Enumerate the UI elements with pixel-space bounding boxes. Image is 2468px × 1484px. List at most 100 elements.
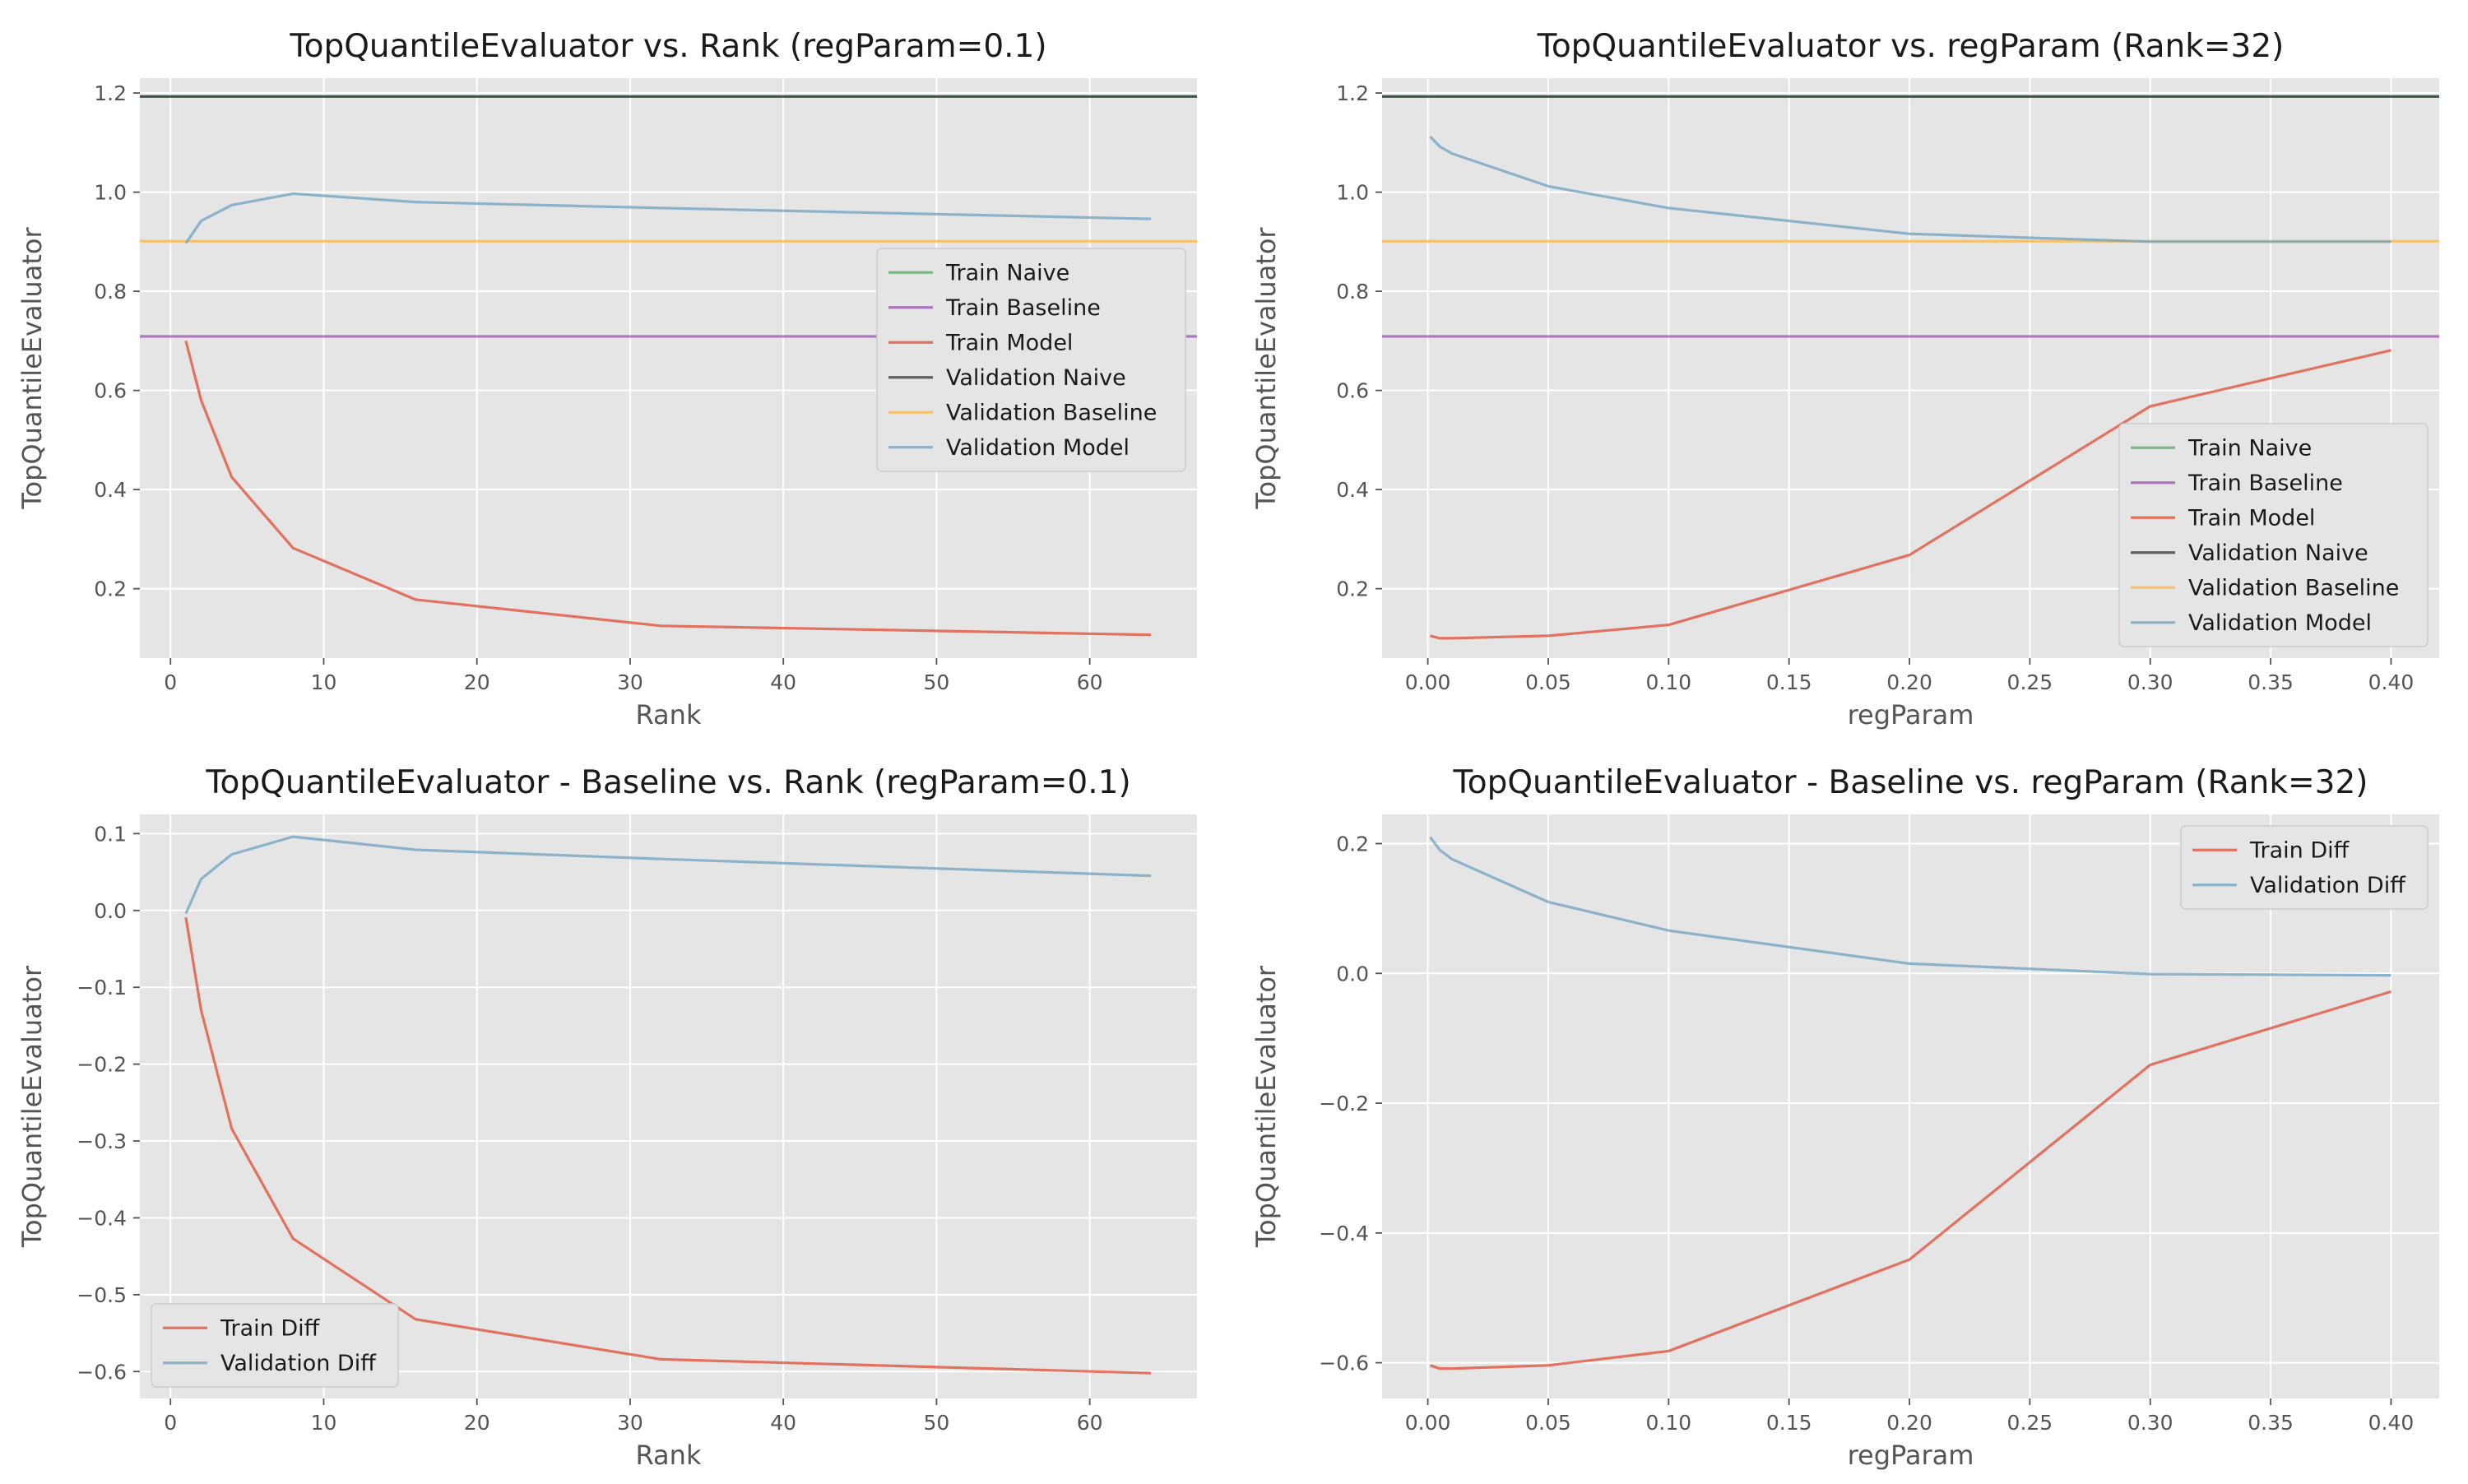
series-line-validation-diff: [1429, 836, 2391, 977]
legend-entry: Validation Baseline: [2188, 575, 2399, 601]
series-line-train-diff: [184, 916, 1152, 1375]
x-tick-label: 0.25: [2007, 1411, 2053, 1435]
legend-box: [151, 1303, 399, 1388]
legend-entry: Validation Naive: [2188, 540, 2368, 566]
y-tick-label: 0.2: [1336, 832, 1369, 856]
y-tick-label: 0.4: [1336, 478, 1369, 502]
y-tick-label: −0.5: [77, 1283, 127, 1307]
legend-entry: Train Naive: [945, 260, 1069, 285]
x-tick-label: 40: [770, 1411, 796, 1435]
x-tick-label: 0.30: [2127, 1411, 2173, 1435]
x-tick-label: 0.15: [1766, 1411, 1812, 1435]
x-tick-label: 60: [1077, 1411, 1103, 1435]
x-tick-label: 0.05: [1525, 1411, 1571, 1435]
x-tick-label: 10: [311, 1411, 337, 1435]
y-tick-label: 0.0: [94, 899, 127, 923]
x-axis-label: regParam: [1848, 699, 1974, 730]
y-tick-label: 1.2: [94, 81, 127, 105]
legend-entry: Train Model: [2187, 505, 2315, 531]
legend-entry: Validation Baseline: [946, 400, 1157, 425]
legend: Train Diff Validation Diff: [151, 1303, 399, 1388]
y-tick-label: −0.2: [77, 1053, 127, 1077]
x-tick-label: 30: [617, 1411, 643, 1435]
chart-panel-2: 0.00 0.05 0.10 0.15 0.20 0.25 0.30 0.35 0.40 0.2 0…: [1250, 28, 2439, 730]
x-tick-label: 0.00: [1405, 670, 1451, 694]
chart-title: TopQuantileEvaluator - Baseline vs. Rank…: [205, 764, 1130, 801]
legend-entry: Train Model: [945, 330, 1073, 355]
legend-entry: Validation Model: [2188, 610, 2372, 636]
legend-entry: Validation Diff: [220, 1351, 377, 1376]
plot-area: [1382, 814, 2439, 1398]
x-tick-label: 0: [164, 1411, 177, 1435]
series-line-train-model: [1430, 349, 2391, 640]
x-tick-label: 0.20: [1886, 1411, 1932, 1435]
y-tick-label: 0.2: [94, 577, 127, 601]
y-axis-label: TopQuantileEvaluator: [1250, 227, 1282, 510]
y-tick-label: 0.1: [94, 822, 127, 846]
plot-area: [140, 814, 1197, 1398]
x-tick-label: 0.35: [2248, 1411, 2294, 1435]
y-axis-label: TopQuantileEvaluator: [1250, 965, 1282, 1248]
y-tick-label: −0.1: [77, 976, 127, 999]
legend-entry: Validation Naive: [946, 365, 1126, 391]
x-tick-label: 60: [1077, 670, 1103, 694]
legend: Train Diff Validation Diff: [2180, 825, 2429, 910]
series-line-validation-model: [184, 192, 1152, 244]
x-axis-label: regParam: [1848, 1440, 1974, 1471]
y-tick-label: 1.2: [1336, 81, 1369, 105]
y-tick-label: 0.0: [1336, 962, 1369, 985]
x-axis-label: Rank: [636, 1440, 702, 1471]
legend-box: [2118, 423, 2429, 647]
series-line-validation-diff: [184, 835, 1152, 915]
x-tick-label: 0.15: [1766, 670, 1812, 694]
x-tick-label: 0.40: [2368, 1411, 2415, 1435]
legend-entry: Train Baseline: [945, 295, 1101, 321]
legend-entry: Validation Diff: [2250, 873, 2406, 898]
legend-box: [2180, 825, 2429, 910]
x-tick-label: 50: [923, 670, 949, 694]
legend-entry: Train Diff: [220, 1315, 321, 1341]
chart-panel-3: 0 10 20 30 40 50 60 −0.6 −0.5 −0.4 −0.3 −0.2 −0.1 0.0…: [16, 764, 1197, 1471]
y-tick-label: −0.6: [1319, 1352, 1369, 1375]
y-tick-label: −0.2: [1319, 1092, 1369, 1115]
legend-box: [876, 248, 1186, 472]
y-tick-label: −0.6: [77, 1360, 127, 1384]
x-tick-label: 0: [164, 670, 177, 694]
x-tick-label: 0.20: [1886, 670, 1932, 694]
y-axis-label: TopQuantileEvaluator: [16, 227, 48, 510]
legend-entry: Train Baseline: [2187, 471, 2343, 496]
y-tick-label: 1.0: [94, 181, 127, 205]
y-tick-label: 1.0: [1336, 181, 1369, 205]
chart-panel-4: 0.00 0.05 0.10 0.15 0.20 0.25 0.30 0.35 0.40 −0.6…: [1250, 764, 2439, 1471]
y-tick-label: −0.3: [77, 1129, 127, 1153]
chart-title: TopQuantileEvaluator - Baseline vs. regP…: [1453, 764, 2368, 801]
series-line-train-diff: [1429, 990, 2391, 1370]
x-tick-label: 0.05: [1525, 670, 1571, 694]
y-axis-label: TopQuantileEvaluator: [16, 965, 48, 1248]
y-tick-label: 0.8: [1336, 280, 1369, 304]
y-tick-label: −0.4: [1319, 1222, 1369, 1245]
x-tick-label: 0.30: [2127, 670, 2173, 694]
x-tick-label: 0.25: [2007, 670, 2053, 694]
y-tick-label: 0.4: [94, 478, 127, 502]
legend-entry: Train Diff: [2249, 837, 2350, 863]
x-tick-label: 0.40: [2368, 670, 2415, 694]
legend-entry: Train Naive: [2187, 435, 2312, 461]
x-axis-label: Rank: [636, 699, 702, 730]
legend-entry: Validation Model: [946, 435, 1130, 461]
y-tick-label: 0.6: [94, 379, 127, 403]
legend: Train Naive Train Baseline Train Model Vali…: [2118, 423, 2429, 647]
x-tick-label: 0.10: [1645, 1411, 1691, 1435]
series-line-validation-model: [1429, 135, 2391, 243]
x-tick-label: 40: [770, 670, 796, 694]
x-tick-label: 20: [464, 1411, 490, 1435]
x-tick-label: 30: [617, 670, 643, 694]
x-tick-label: 50: [923, 1411, 949, 1435]
x-tick-label: 0.35: [2248, 670, 2294, 694]
series-line-train-model: [184, 341, 1152, 637]
x-tick-label: 0.10: [1645, 670, 1691, 694]
legend: Train Naive Train Baseline Train Model Vali…: [876, 248, 1186, 472]
x-tick-label: 10: [311, 670, 337, 694]
